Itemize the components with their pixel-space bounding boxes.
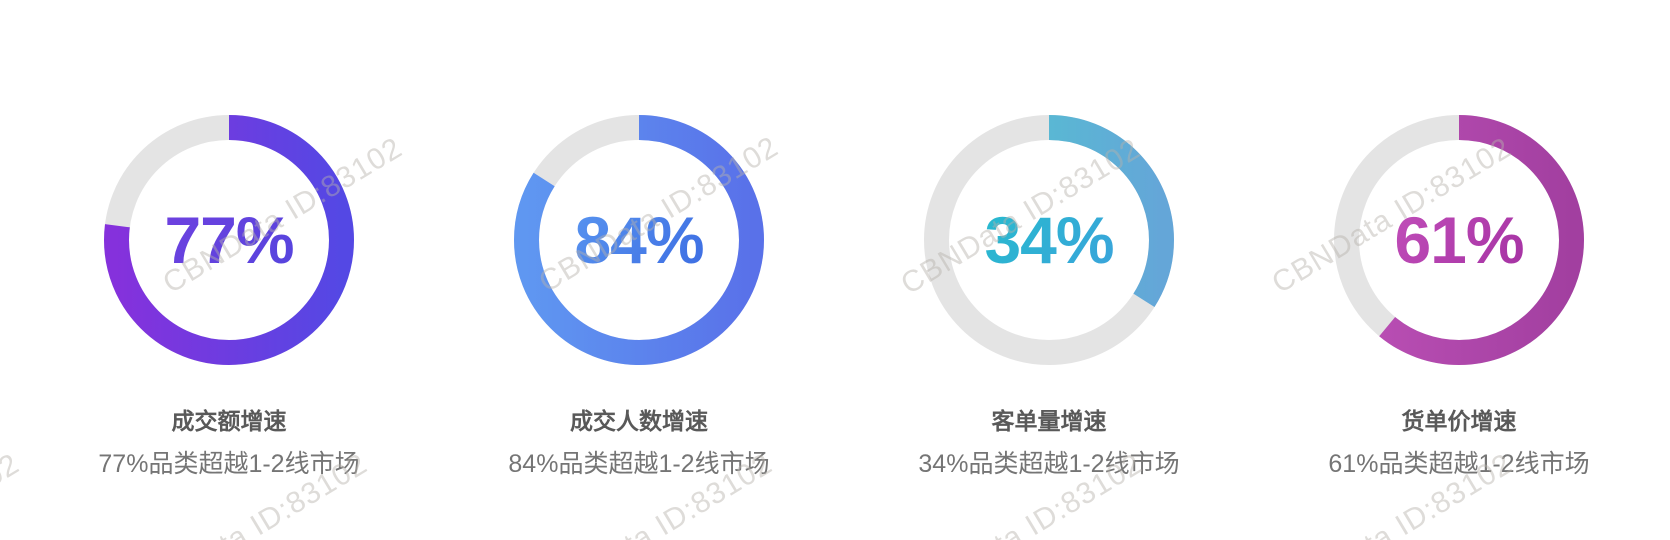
chart-title: 客单量增速 <box>991 408 1107 434</box>
donut-percent-value: 61% <box>1334 115 1584 365</box>
donut-ring-svg <box>514 115 764 365</box>
chart-card-gmv-growth: 77% 成交额增速 77%品类超越1-2线市场 <box>24 115 434 479</box>
donut-charts-row: 77% 成交额增速 77%品类超越1-2线市场 84% 成交人数增速 84%品类… <box>24 115 1664 479</box>
donut-chart-gmv-growth: 77% <box>104 115 354 365</box>
donut-chart-buyer-growth: 84% <box>514 115 764 365</box>
chart-card-order-volume-growth: 34% 客单量增速 34%品类超越1-2线市场 <box>844 115 1254 479</box>
donut-value-arc <box>104 115 354 365</box>
chart-subtitle: 34%品类超越1-2线市场 <box>918 450 1180 479</box>
donut-percent-value: 77% <box>104 115 354 365</box>
donut-chart-order-volume-growth: 34% <box>924 115 1174 365</box>
donut-percent-value: 34% <box>924 115 1174 365</box>
donut-ring-svg <box>1334 115 1584 365</box>
chart-subtitle: 77%品类超越1-2线市场 <box>98 450 360 479</box>
chart-title: 货单价增速 <box>1401 408 1517 434</box>
chart-subtitle: 61%品类超越1-2线市场 <box>1328 450 1590 479</box>
donut-percent-value: 84% <box>514 115 764 365</box>
donut-value-arc <box>514 115 764 365</box>
donut-ring-svg <box>924 115 1174 365</box>
donut-value-arc <box>1334 115 1584 365</box>
chart-title: 成交人数增速 <box>570 408 708 434</box>
donut-chart-unit-price-growth: 61% <box>1334 115 1584 365</box>
chart-subtitle: 84%品类超越1-2线市场 <box>508 450 770 479</box>
donut-ring-svg <box>104 115 354 365</box>
chart-title: 成交额增速 <box>171 408 287 434</box>
chart-card-unit-price-growth: 61% 货单价增速 61%品类超越1-2线市场 <box>1254 115 1664 479</box>
watermark-text: CBNData ID:83102 <box>0 447 26 540</box>
donut-value-arc <box>924 115 1174 365</box>
chart-card-buyer-growth: 84% 成交人数增速 84%品类超越1-2线市场 <box>434 115 844 479</box>
